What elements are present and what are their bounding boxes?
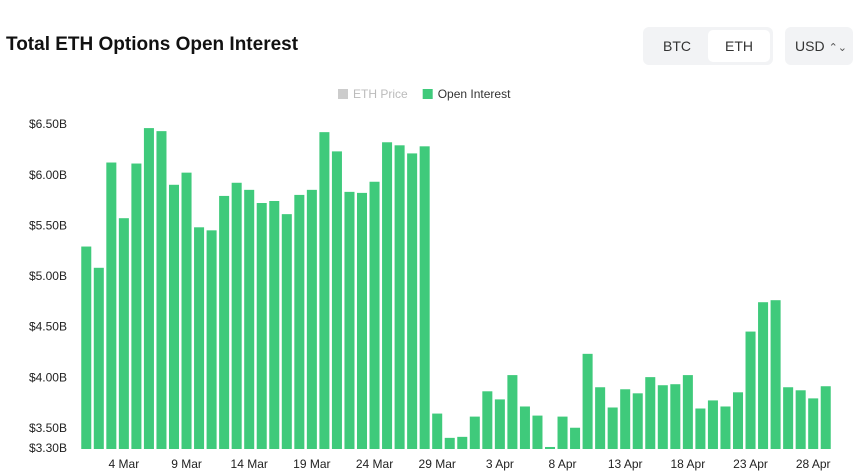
bar <box>670 384 681 449</box>
bar <box>231 182 242 450</box>
bar <box>294 194 305 449</box>
asset-button[interactable]: ETH <box>708 30 770 62</box>
x-tick-label: 28 Apr <box>796 457 831 471</box>
bar <box>331 151 342 450</box>
bar <box>181 172 192 449</box>
x-tick-label: 29 Mar <box>419 457 456 471</box>
bar <box>156 131 167 450</box>
bar <box>570 427 581 449</box>
bar <box>720 406 731 449</box>
y-tick-label: $6.00B <box>29 168 67 182</box>
legend-label: ETH Price <box>353 87 408 101</box>
bar <box>557 416 568 449</box>
bar <box>356 192 368 449</box>
bar <box>256 203 267 449</box>
x-tick-label: 19 Mar <box>293 457 330 471</box>
bar <box>457 436 468 449</box>
bar <box>469 416 480 449</box>
bar <box>369 181 380 449</box>
bar <box>482 391 493 449</box>
bar <box>131 163 142 449</box>
y-tick-label: $3.30B <box>29 441 67 455</box>
x-tick-label: 13 Apr <box>608 457 643 471</box>
x-tick-label: 8 Apr <box>549 457 577 471</box>
bar <box>682 375 693 449</box>
bar <box>306 189 317 449</box>
asset-toggle: BTC ETH <box>643 27 773 65</box>
x-tick-label: 23 Apr <box>733 457 768 471</box>
bar <box>808 398 819 449</box>
legend-swatch <box>338 89 348 99</box>
bar <box>632 393 643 449</box>
bar <box>758 302 769 449</box>
bar <box>795 390 806 449</box>
bar <box>695 408 706 449</box>
bar <box>770 300 781 449</box>
page-title: Total ETH Options Open Interest <box>6 34 299 55</box>
bar <box>206 230 217 449</box>
y-tick-label: $5.50B <box>29 218 67 232</box>
bar <box>143 128 154 450</box>
x-tick-label: 24 Mar <box>356 457 393 471</box>
bar <box>407 153 418 449</box>
bar <box>244 189 255 449</box>
currency-label: USD <box>795 38 825 54</box>
bar <box>118 218 129 449</box>
bar <box>382 142 393 450</box>
bar <box>532 415 543 449</box>
bar <box>820 386 831 449</box>
bar <box>219 195 230 449</box>
bar <box>620 389 631 449</box>
x-tick-label: 14 Mar <box>231 457 268 471</box>
bar <box>783 387 794 449</box>
legend-swatch <box>422 89 433 99</box>
bar <box>93 267 104 449</box>
select-arrow: ⌃⌄ <box>828 42 847 54</box>
legend-label: Open Interest <box>438 87 511 101</box>
bar <box>595 387 606 449</box>
bar <box>168 184 180 449</box>
y-tick-label: $5.00B <box>29 269 67 283</box>
bar <box>319 132 330 449</box>
x-tick-label: 18 Apr <box>671 457 706 471</box>
x-tick-label: 9 Mar <box>171 457 202 471</box>
bar <box>419 146 430 449</box>
bar <box>745 331 756 449</box>
y-tick-label: $4.50B <box>29 320 67 334</box>
x-tick-label: 3 Apr <box>486 457 514 471</box>
bar <box>645 377 656 449</box>
bar <box>81 246 92 449</box>
bar <box>444 437 455 449</box>
bar <box>281 214 292 449</box>
y-tick-label: $3.50B <box>29 421 67 435</box>
bar <box>732 392 744 449</box>
bar <box>432 413 443 449</box>
bar <box>607 407 618 449</box>
bar <box>394 145 405 450</box>
bar <box>194 227 205 449</box>
y-tick-label: $4.00B <box>29 370 67 384</box>
bar <box>657 385 668 449</box>
bar <box>519 406 530 449</box>
bar <box>507 375 518 449</box>
bar <box>344 191 355 449</box>
bar <box>707 400 718 449</box>
y-tick-label: $6.50B <box>29 117 67 131</box>
asset-button[interactable]: BTC <box>663 38 691 54</box>
bar <box>106 162 117 450</box>
currency-select[interactable]: USD ⌃⌄ <box>785 27 853 65</box>
bar <box>494 399 505 449</box>
bar <box>544 446 556 449</box>
bar <box>582 353 593 449</box>
x-tick-label: 4 Mar <box>109 457 140 471</box>
bar <box>269 200 280 449</box>
